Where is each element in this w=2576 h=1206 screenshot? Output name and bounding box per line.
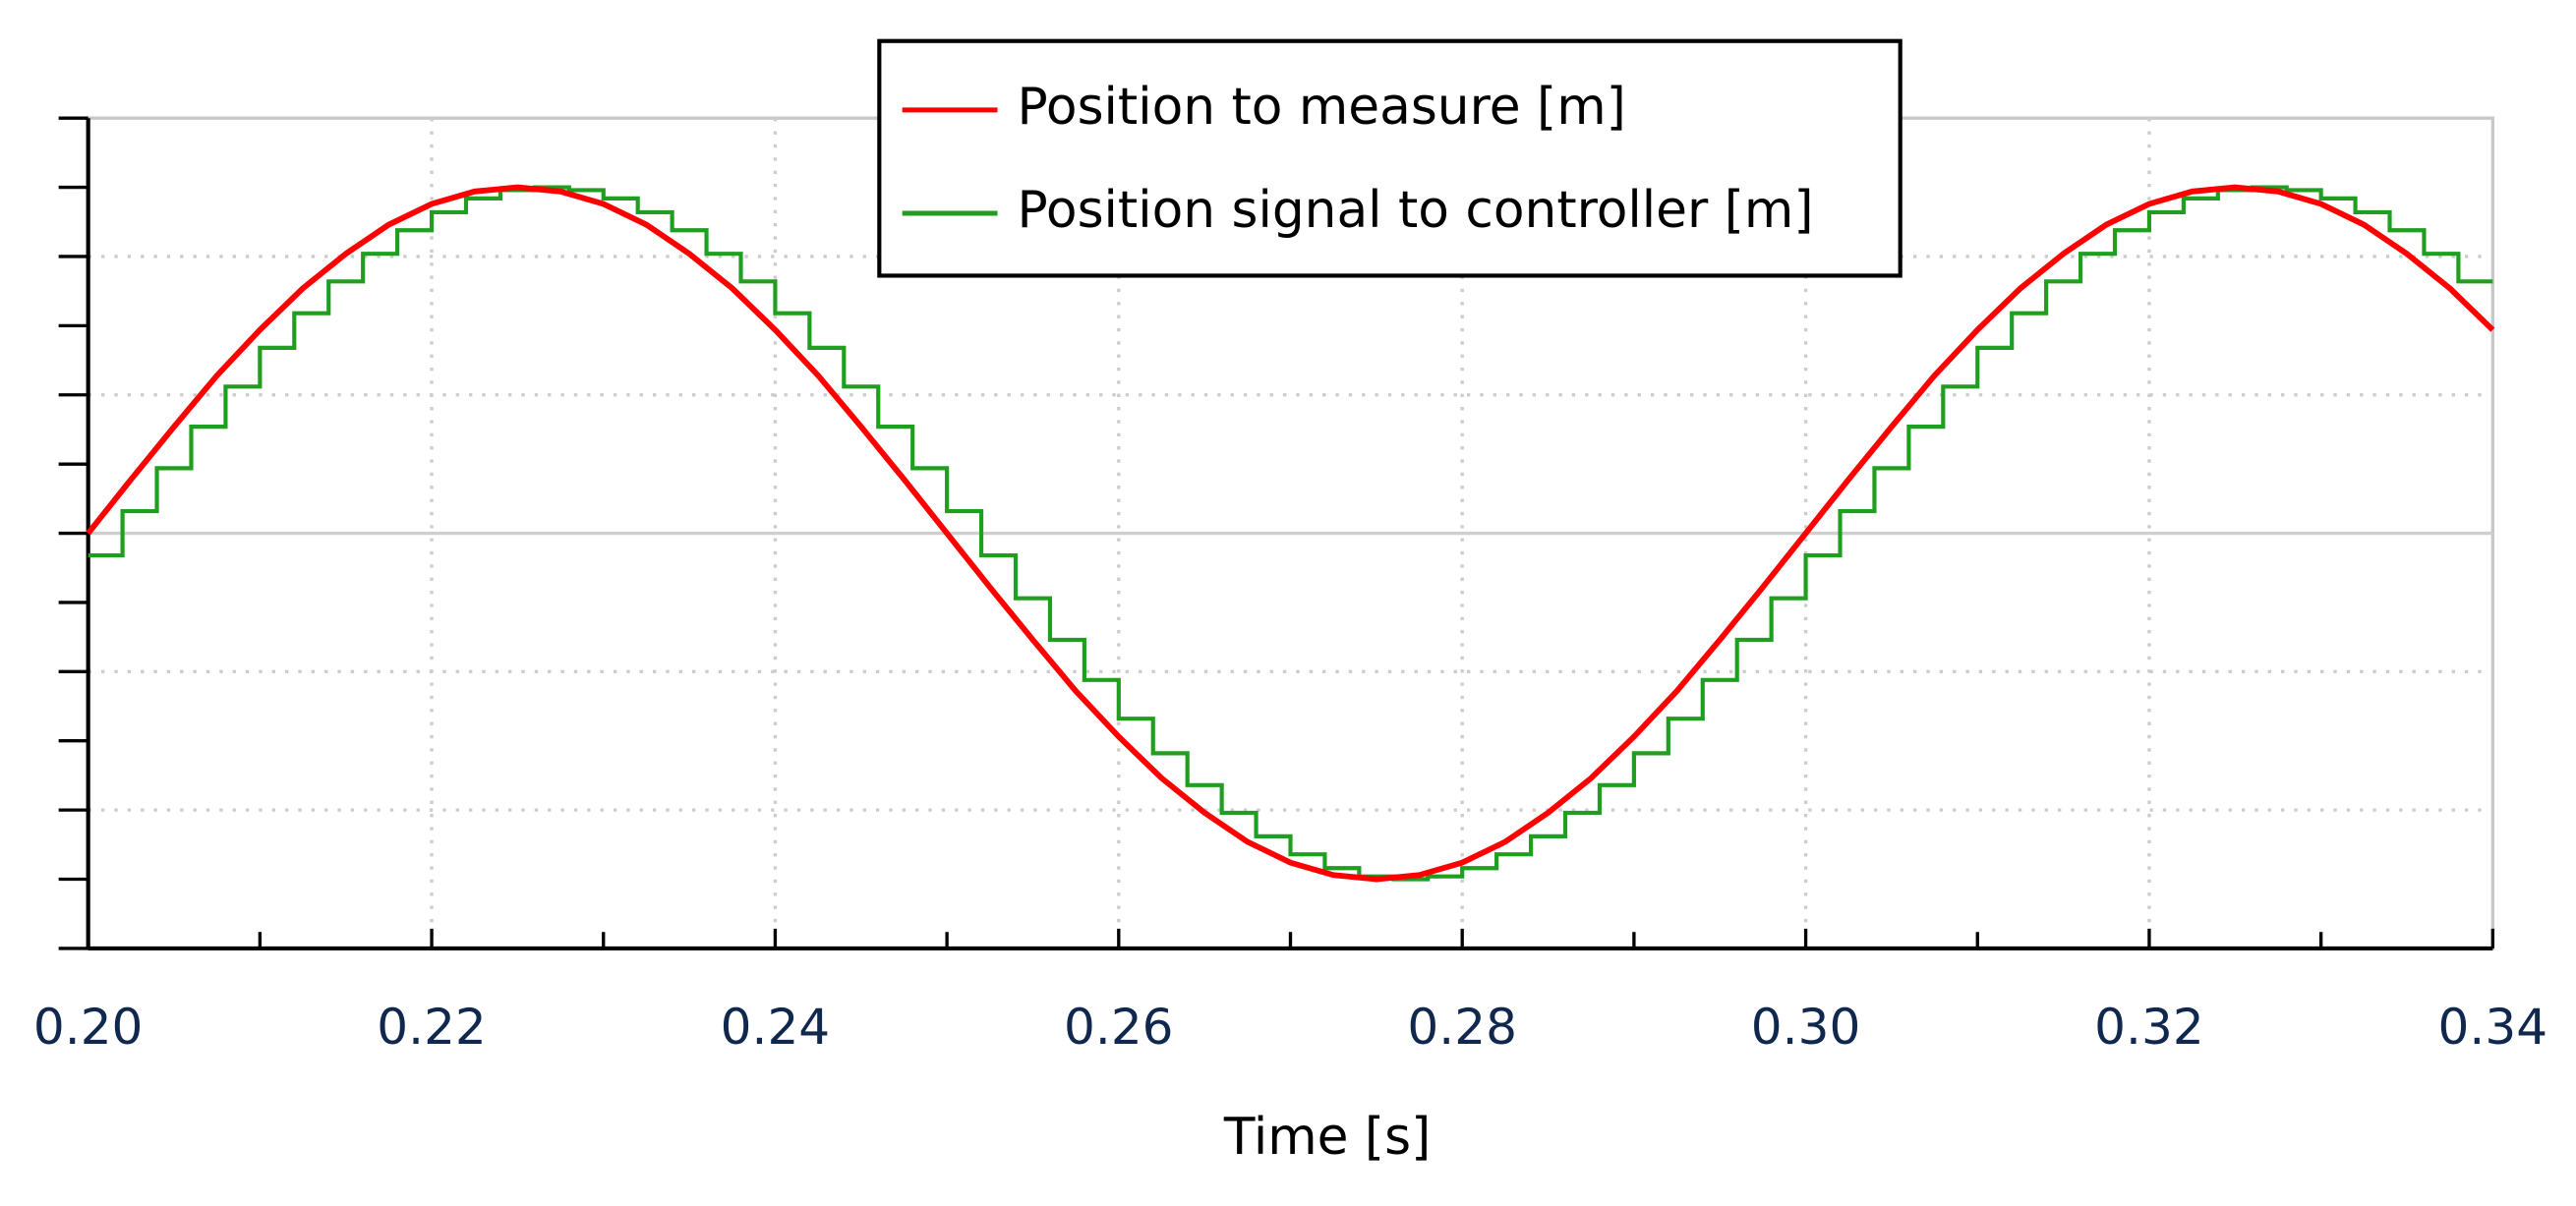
x-tick-label: 0.24 <box>721 999 831 1056</box>
series-line <box>86 184 2495 883</box>
legend-label: Position to measure [m] <box>1018 78 1626 137</box>
x-tick-label: 0.20 <box>33 999 144 1056</box>
x-axis-label: Time [s] <box>1223 1108 1431 1167</box>
legend-label: Position signal to controller [m] <box>1018 181 1814 240</box>
x-tick-label: 0.32 <box>2094 999 2204 1056</box>
series-line <box>88 185 2493 882</box>
x-tick-label: 0.22 <box>377 999 487 1056</box>
x-tick-label: 0.34 <box>2438 999 2548 1056</box>
x-tick-label: 0.30 <box>1751 999 1861 1056</box>
legend-box <box>877 38 1903 278</box>
x-tick-label: 0.28 <box>1407 999 1517 1056</box>
x-tick-label: 0.26 <box>1064 999 1174 1056</box>
